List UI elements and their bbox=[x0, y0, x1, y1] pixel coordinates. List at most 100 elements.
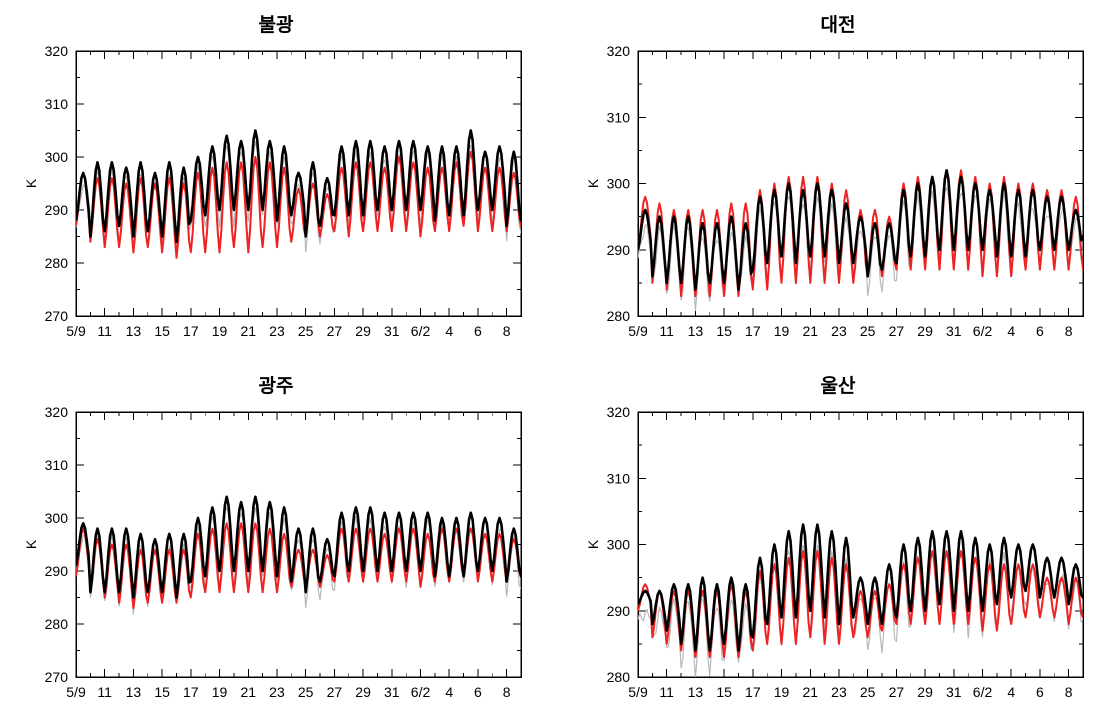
svg-text:17: 17 bbox=[745, 323, 761, 339]
svg-text:15: 15 bbox=[716, 684, 732, 700]
svg-text:23: 23 bbox=[269, 323, 285, 339]
svg-text:19: 19 bbox=[212, 323, 228, 339]
svg-text:31: 31 bbox=[384, 684, 400, 700]
svg-text:8: 8 bbox=[503, 684, 511, 700]
svg-text:13: 13 bbox=[688, 684, 704, 700]
chart-bulgwang: 270 280 290 300 310 320 5/9 11 13 15 17 19 21 23 25 27 2… bbox=[21, 41, 531, 356]
svg-text:290: 290 bbox=[45, 202, 69, 218]
svg-text:K: K bbox=[23, 539, 39, 549]
svg-text:4: 4 bbox=[445, 323, 453, 339]
svg-text:280: 280 bbox=[45, 255, 69, 271]
svg-text:25: 25 bbox=[860, 323, 876, 339]
svg-text:31: 31 bbox=[946, 684, 962, 700]
svg-text:300: 300 bbox=[607, 537, 631, 553]
svg-text:320: 320 bbox=[607, 404, 631, 420]
svg-text:310: 310 bbox=[607, 109, 631, 125]
svg-text:8: 8 bbox=[1065, 684, 1073, 700]
svg-text:310: 310 bbox=[45, 457, 69, 473]
svg-text:27: 27 bbox=[889, 323, 905, 339]
svg-text:4: 4 bbox=[1007, 323, 1015, 339]
svg-text:K: K bbox=[585, 178, 601, 188]
chart-daejeon: 2802903003103205/91113151719212325272931… bbox=[583, 41, 1093, 356]
svg-text:11: 11 bbox=[97, 323, 112, 339]
svg-text:29: 29 bbox=[355, 323, 371, 339]
svg-text:290: 290 bbox=[607, 242, 631, 258]
svg-text:270: 270 bbox=[45, 308, 69, 324]
svg-text:17: 17 bbox=[183, 323, 199, 339]
panel-daejeon: 대전 2802903003103205/91113151719212325272… bbox=[572, 10, 1104, 356]
svg-text:17: 17 bbox=[183, 684, 199, 700]
svg-text:280: 280 bbox=[45, 616, 69, 632]
svg-text:280: 280 bbox=[607, 669, 631, 685]
svg-text:K: K bbox=[585, 539, 601, 549]
svg-text:17: 17 bbox=[745, 684, 761, 700]
svg-text:13: 13 bbox=[126, 323, 142, 339]
svg-text:6/2: 6/2 bbox=[973, 684, 993, 700]
svg-text:5/9: 5/9 bbox=[628, 323, 648, 339]
svg-text:31: 31 bbox=[946, 323, 962, 339]
svg-text:300: 300 bbox=[45, 510, 69, 526]
svg-text:11: 11 bbox=[659, 323, 674, 339]
panel-bulgwang: 불광 2702802903003103205/91113151719212325… bbox=[10, 10, 542, 356]
chart-ulsan: 280 290 300 310 320 5/9 11 13 15 17 19 21 23 25 27 29 31… bbox=[583, 402, 1093, 717]
svg-text:29: 29 bbox=[917, 684, 933, 700]
svg-text:8: 8 bbox=[503, 323, 511, 339]
svg-text:15: 15 bbox=[154, 323, 170, 339]
svg-text:29: 29 bbox=[355, 684, 371, 700]
svg-text:6/2: 6/2 bbox=[411, 684, 431, 700]
svg-text:320: 320 bbox=[45, 43, 69, 59]
panel-title: 울산 bbox=[821, 371, 856, 398]
svg-text:25: 25 bbox=[298, 323, 314, 339]
svg-text:27: 27 bbox=[327, 323, 343, 339]
panel-title: 대전 bbox=[821, 10, 856, 37]
svg-text:21: 21 bbox=[802, 323, 818, 339]
svg-text:21: 21 bbox=[240, 323, 256, 339]
svg-text:19: 19 bbox=[774, 323, 790, 339]
svg-text:23: 23 bbox=[831, 684, 847, 700]
panel-ulsan: 울산 2802903003103205/91113151719212325272… bbox=[572, 371, 1104, 717]
svg-text:21: 21 bbox=[240, 684, 256, 700]
svg-text:310: 310 bbox=[607, 470, 631, 486]
svg-text:5/9: 5/9 bbox=[628, 684, 648, 700]
panel-title: 광주 bbox=[259, 371, 294, 398]
svg-text:6: 6 bbox=[474, 684, 482, 700]
svg-text:290: 290 bbox=[45, 563, 69, 579]
panel-gwangju: 광주 270 280 290 300 310 320 5/9 11 13 15 17 19 21 23 25… bbox=[10, 371, 542, 717]
svg-text:6: 6 bbox=[1036, 684, 1044, 700]
svg-text:13: 13 bbox=[126, 684, 142, 700]
chart-gwangju: 2702802903003103205/91113151719212325272… bbox=[21, 402, 531, 717]
svg-text:25: 25 bbox=[298, 684, 314, 700]
svg-text:27: 27 bbox=[889, 684, 905, 700]
svg-text:11: 11 bbox=[97, 684, 112, 700]
svg-text:310: 310 bbox=[45, 96, 69, 112]
series-red bbox=[638, 170, 1093, 296]
svg-text:23: 23 bbox=[831, 323, 847, 339]
chart-grid: 불광 2702802903003103205/91113151719212325… bbox=[10, 10, 1104, 717]
svg-text:6: 6 bbox=[474, 323, 482, 339]
svg-text:13: 13 bbox=[688, 323, 704, 339]
svg-text:4: 4 bbox=[445, 684, 453, 700]
svg-text:8: 8 bbox=[1065, 323, 1073, 339]
svg-text:320: 320 bbox=[607, 43, 631, 59]
svg-text:290: 290 bbox=[607, 603, 631, 619]
svg-text:25: 25 bbox=[860, 684, 876, 700]
svg-text:11: 11 bbox=[659, 684, 674, 700]
svg-text:15: 15 bbox=[154, 684, 170, 700]
svg-text:320: 320 bbox=[45, 404, 69, 420]
svg-text:23: 23 bbox=[269, 684, 285, 700]
svg-text:K: K bbox=[23, 178, 39, 188]
svg-text:21: 21 bbox=[802, 684, 818, 700]
svg-text:6/2: 6/2 bbox=[973, 323, 993, 339]
svg-text:6: 6 bbox=[1036, 323, 1044, 339]
svg-text:4: 4 bbox=[1007, 684, 1015, 700]
svg-text:5/9: 5/9 bbox=[66, 323, 86, 339]
svg-text:280: 280 bbox=[607, 308, 631, 324]
svg-text:15: 15 bbox=[716, 323, 732, 339]
svg-text:300: 300 bbox=[45, 149, 69, 165]
svg-text:270: 270 bbox=[45, 669, 69, 685]
svg-text:31: 31 bbox=[384, 323, 400, 339]
svg-text:5/9: 5/9 bbox=[66, 684, 86, 700]
svg-text:300: 300 bbox=[607, 176, 631, 192]
svg-text:19: 19 bbox=[212, 684, 228, 700]
svg-text:19: 19 bbox=[774, 684, 790, 700]
